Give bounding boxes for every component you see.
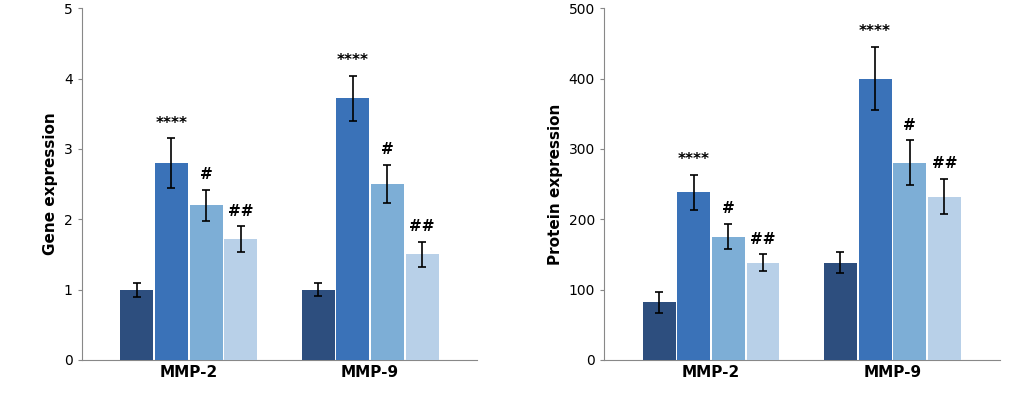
Bar	[155, 163, 187, 360]
Bar	[893, 163, 925, 360]
Text: #: #	[721, 201, 734, 216]
Y-axis label: Gene expression: Gene expression	[43, 112, 58, 256]
Bar	[302, 290, 334, 360]
Bar	[371, 184, 404, 360]
Bar	[120, 290, 153, 360]
Text: ****: ****	[155, 116, 187, 130]
Text: ##: ##	[930, 156, 956, 171]
Bar	[858, 79, 891, 360]
Bar	[677, 193, 709, 360]
Bar	[224, 239, 257, 360]
Text: ****: ****	[677, 152, 709, 167]
Bar	[823, 263, 856, 360]
Text: #: #	[200, 167, 212, 182]
Bar	[746, 263, 779, 360]
Bar	[336, 98, 369, 360]
Bar	[711, 237, 744, 360]
Text: ****: ****	[858, 24, 891, 39]
Text: #: #	[903, 118, 915, 133]
Bar	[406, 254, 438, 360]
Text: ##: ##	[750, 231, 775, 247]
Bar	[190, 205, 222, 360]
Text: ##: ##	[409, 219, 434, 234]
Text: ****: ****	[336, 53, 369, 68]
Y-axis label: Protein expression: Protein expression	[547, 103, 562, 265]
Bar	[642, 302, 675, 360]
Bar	[927, 197, 960, 360]
Text: ##: ##	[227, 204, 253, 218]
Text: #: #	[381, 142, 393, 157]
